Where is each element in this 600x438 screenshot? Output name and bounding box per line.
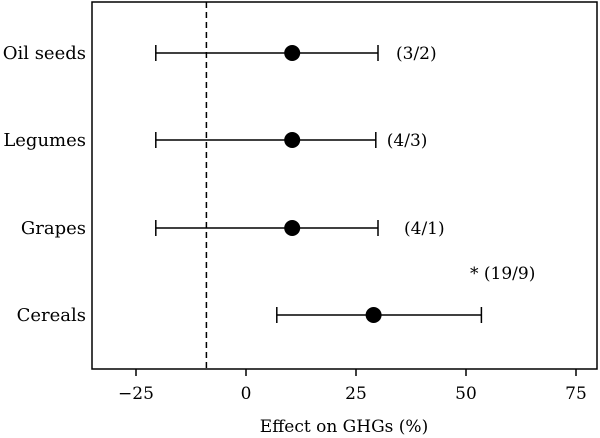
sample-size-annotation: (4/3) — [387, 131, 428, 151]
x-tick-label: 75 — [565, 384, 587, 404]
category-label: Grapes — [21, 218, 86, 239]
x-tick-label: 25 — [345, 384, 367, 404]
category-label: Legumes — [3, 130, 86, 151]
x-axis-title: Effect on GHGs (%) — [260, 417, 428, 437]
sample-size-annotation: (3/2) — [396, 44, 437, 64]
x-tick-label: 50 — [455, 384, 477, 404]
data-marks: (3/2) (4/3) (4/1) * (19/9) — [155, 44, 535, 323]
x-tick-label: 0 — [241, 384, 252, 404]
category-labels: Oil seeds Legumes Grapes Cereals — [3, 43, 86, 326]
estimate-point — [284, 45, 301, 61]
sample-size-annotation: * (19/9) — [470, 264, 535, 284]
x-tick-label: −25 — [118, 384, 154, 404]
x-axis: −25 0 25 50 75 — [118, 369, 587, 404]
estimate-point — [284, 132, 301, 148]
estimate-point — [284, 220, 301, 236]
category-label: Oil seeds — [3, 43, 86, 64]
plot-frame — [91, 1, 598, 370]
category-label: Cereals — [17, 305, 86, 326]
sample-size-annotation: (4/1) — [404, 219, 445, 239]
estimate-point — [365, 307, 382, 323]
